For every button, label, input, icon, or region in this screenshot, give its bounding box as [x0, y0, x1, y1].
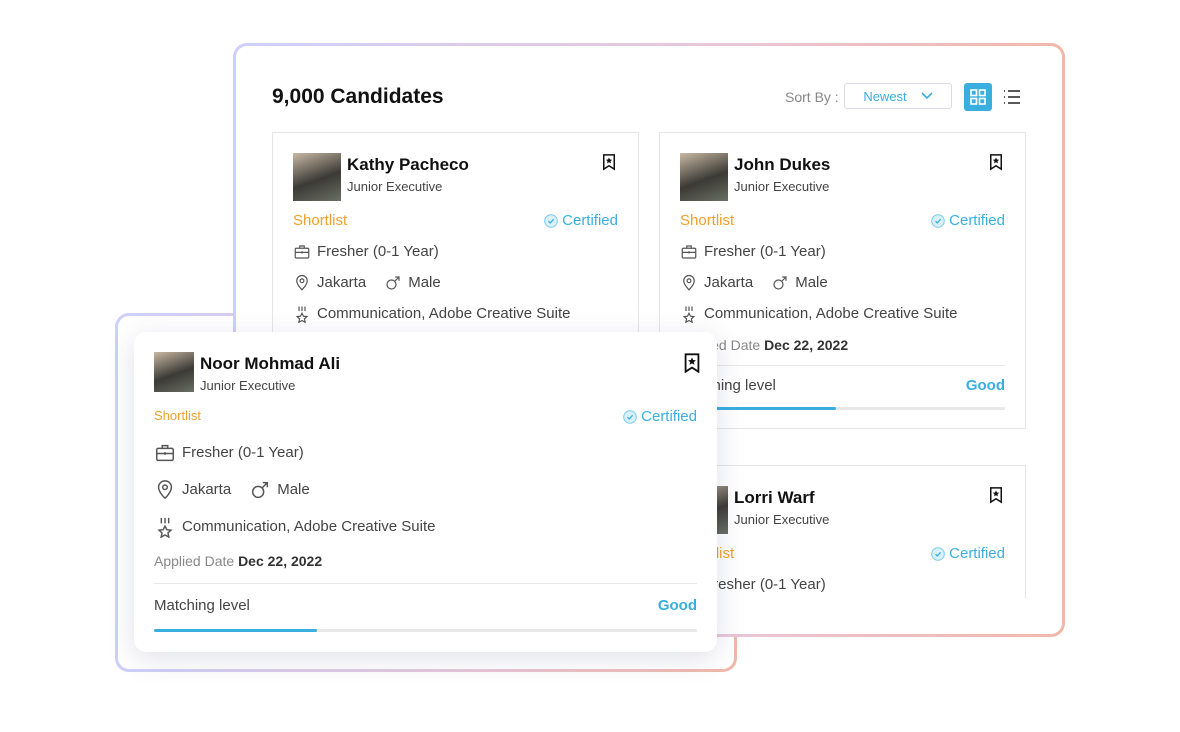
grid-icon [970, 89, 986, 105]
pin-icon [296, 274, 308, 291]
matching-track [680, 406, 1005, 410]
bookmark-icon [990, 154, 1002, 171]
bookmark-icon [684, 353, 700, 374]
matching-bar [154, 628, 317, 632]
certified-badge: Certified [544, 211, 618, 231]
candidate-role: Junior Executive [347, 179, 443, 194]
location-row: Jakarta Male [680, 273, 828, 293]
pin-icon [683, 274, 695, 291]
certified-icon [931, 547, 945, 561]
gender-text: Male [277, 481, 310, 498]
chevron-icon [921, 92, 933, 100]
candidate-name: John Dukes [734, 155, 831, 174]
avatar [154, 352, 194, 392]
location-row: Jakarta Male [293, 273, 441, 293]
bookmark-button[interactable] [600, 153, 618, 177]
bookmark-icon [603, 154, 615, 171]
bookmark-button[interactable] [681, 352, 703, 380]
card-grid: Kathy Pacheco Junior Executive Shortlist Ce… [272, 132, 1032, 598]
list-view-button[interactable] [1000, 83, 1024, 111]
bookmark-button[interactable] [987, 486, 1005, 510]
location-row: Jakarta Male [154, 479, 310, 501]
applied-row: Applied Date Dec 22, 2022 [154, 551, 322, 571]
certified-badge: Certified [931, 211, 1005, 231]
status-label: Shortlist [293, 212, 348, 229]
candidate-name: Noor Mohmad Ali [200, 354, 341, 373]
candidate-role: Junior Executive [200, 378, 296, 393]
certified-icon [544, 214, 558, 228]
certified-badge: Certified [623, 407, 697, 427]
bookmark-icon [990, 487, 1002, 504]
experience-text: Fresher (0-1 Year) [182, 444, 304, 461]
medal-icon [157, 517, 173, 538]
pin-icon [157, 480, 173, 500]
candidate-card: John Dukes Junior Executive Shortlist Certi… [659, 132, 1026, 429]
grid-view-button[interactable] [964, 83, 992, 111]
badge-text: Certified [562, 212, 618, 229]
status-label: Shortlist [680, 212, 735, 229]
candidate-role: Junior Executive [734, 179, 830, 194]
brief-icon [294, 245, 310, 259]
page-title: 9,000 Candidates [272, 85, 444, 108]
brief-icon [156, 444, 174, 462]
gender-text: Male [795, 274, 828, 291]
medal-icon [295, 306, 309, 323]
gender-text: Male [408, 274, 441, 291]
featured-card: Noor Mohmad Ali Junior Executive Shortlist… [134, 332, 717, 652]
experience-text: Fresher (0-1 Year) [704, 243, 826, 260]
certified-icon [623, 410, 637, 424]
divider [154, 583, 697, 584]
skills-row: Communication, Adobe Creative Suite [680, 304, 957, 324]
candidate-role: Junior Executive [734, 512, 830, 527]
certified-badge: Certified [931, 544, 1005, 564]
certified-icon [931, 214, 945, 228]
experience-row: Fresher (0-1 Year) [154, 442, 304, 464]
brief-icon [681, 245, 697, 259]
matching-track [154, 628, 697, 632]
experience-text: Fresher (0-1 Year) [704, 576, 826, 593]
status-label: Shortlist [154, 408, 201, 423]
matching-value: Good [657, 597, 697, 614]
skills-text: Communication, Adobe Creative Suite [182, 518, 436, 535]
applied-date: Dec 22, 2022 [238, 553, 323, 569]
avatar [680, 153, 728, 201]
sort-dropdown[interactable]: Newest [844, 83, 952, 109]
sort-label: Sort By : [785, 89, 839, 105]
male-icon [386, 276, 400, 290]
badge-text: Certified [949, 545, 1005, 562]
matching-bar [680, 406, 836, 410]
bookmark-button[interactable] [987, 153, 1005, 177]
skills-row: Communication, Adobe Creative Suite [154, 516, 435, 538]
male-icon [252, 481, 269, 499]
location-text: Jakarta [704, 274, 754, 291]
experience-text: Fresher (0-1 Year) [317, 243, 439, 260]
badge-text: Certified [641, 408, 697, 425]
skills-text: Communication, Adobe Creative Suite [317, 305, 571, 322]
applied-date: Dec 22, 2022 [764, 337, 849, 353]
applied-label: Applied Date [154, 553, 235, 569]
experience-row: Fresher (0-1 Year) [680, 242, 826, 262]
location-text: Jakarta [182, 481, 232, 498]
experience-row: Fresher (0-1 Year) [293, 242, 439, 262]
badge-text: Certified [949, 212, 1005, 229]
matching-label: Matching level [154, 597, 250, 614]
avatar [293, 153, 341, 201]
skills-text: Communication, Adobe Creative Suite [704, 305, 958, 322]
medal-icon [682, 306, 696, 323]
candidate-name: Lorri Warf [734, 488, 815, 507]
location-text: Jakarta [317, 274, 367, 291]
list-icon [1004, 90, 1020, 104]
divider [680, 365, 1005, 366]
candidate-name: Kathy Pacheco [347, 155, 469, 174]
sort-value: Newest [863, 88, 907, 104]
skills-row: Communication, Adobe Creative Suite [293, 304, 570, 324]
male-icon [773, 276, 787, 290]
matching-value: Good [965, 377, 1005, 394]
